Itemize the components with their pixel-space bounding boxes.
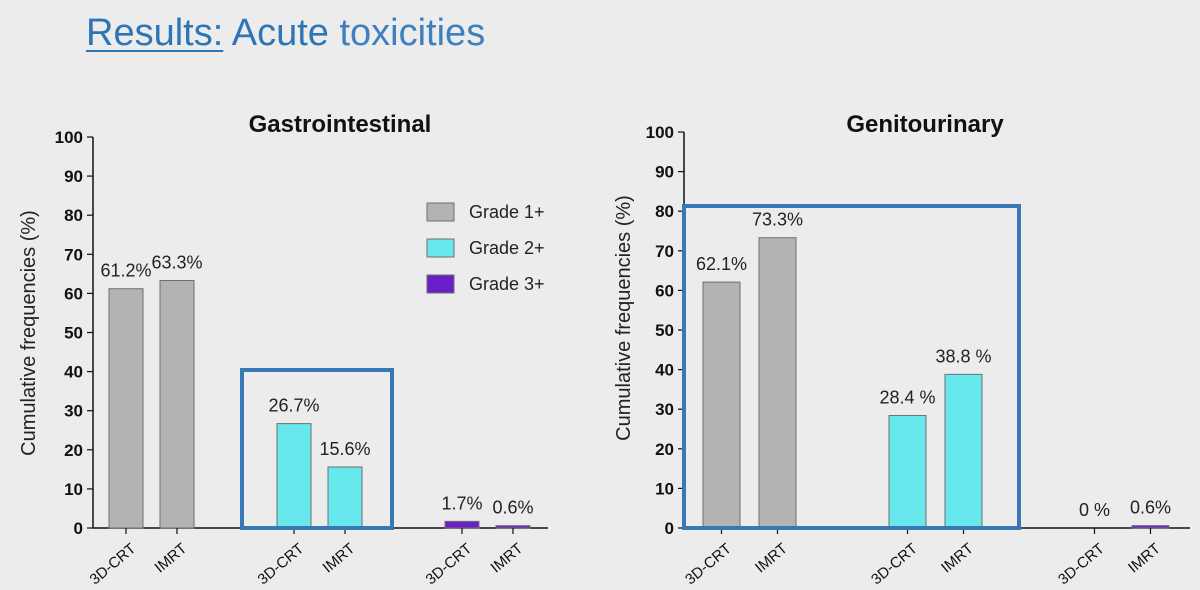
gi-y-tick-label: 10 — [64, 480, 83, 499]
gi-category-label: 3D-CRT — [86, 540, 139, 588]
gu-highlight-box — [682, 204, 1021, 530]
title-part-toxicities: toxicities — [339, 12, 486, 54]
legend-label: Grade 1+ — [469, 202, 545, 222]
gu-data-label: 0 % — [1079, 500, 1110, 520]
gu-data-label: 38.8 % — [935, 346, 991, 366]
gi-bar — [159, 279, 195, 529]
gu-y-tick-label: 50 — [655, 321, 674, 340]
legend-label: Grade 2+ — [469, 238, 545, 258]
legend-swatch — [426, 202, 455, 222]
gi-category-label: IMRT — [152, 540, 191, 576]
gi-y-tick-label: 90 — [64, 167, 83, 186]
gu-bar — [1131, 525, 1170, 529]
gu-y-tick-label: 60 — [655, 281, 674, 300]
gu-bar — [702, 281, 741, 529]
title-part-results: Results: — [86, 12, 224, 54]
gu-category-label: IMRT — [1125, 540, 1164, 576]
title-part-acute: Acute — [231, 12, 329, 54]
gu-chart-title: Genitourinary — [846, 111, 1004, 138]
gi-y-tick-label: 40 — [64, 363, 83, 382]
gi-y-tick-label: 60 — [64, 284, 83, 303]
gu-bar — [758, 237, 797, 529]
gu-bar — [888, 415, 927, 529]
gu-category-label: 3D-CRT — [1055, 540, 1108, 588]
gu-y-tick-label: 90 — [655, 163, 674, 182]
gu-data-label: 73.3% — [752, 210, 803, 230]
gu-y-tick-label: 30 — [655, 400, 674, 419]
gu-category-label: IMRT — [752, 540, 791, 576]
gu-y-tick-label: 80 — [655, 202, 674, 221]
gi-bar — [327, 466, 363, 529]
gu-data-label: 28.4 % — [879, 388, 935, 408]
gu-y-axis-label: Cumulative frequencies (%) — [613, 195, 635, 441]
gi-chart-title: Gastrointestinal — [249, 111, 432, 138]
gu-category-label: 3D-CRT — [868, 540, 921, 588]
gi-y-tick-label: 100 — [55, 128, 83, 147]
gu-category-label: 3D-CRT — [682, 540, 735, 588]
gi-category-label: 3D-CRT — [254, 540, 307, 588]
gi-y-tick-label: 20 — [64, 441, 83, 460]
gi-y-tick-label: 0 — [74, 519, 83, 538]
gi-bar — [276, 423, 312, 529]
gu-y-tick-label: 100 — [646, 123, 674, 142]
gu-y-tick-label: 10 — [655, 479, 674, 498]
gi-y-tick-label: 70 — [64, 245, 83, 264]
gi-y-axis-label: Cumulative frequencies (%) — [18, 210, 40, 456]
gi-data-label: 63.3% — [151, 252, 202, 272]
gi-category-label: IMRT — [488, 540, 527, 576]
gi-highlight-box — [240, 368, 394, 530]
gu-data-label: 0.6% — [1130, 498, 1171, 518]
gi-bar — [444, 520, 480, 529]
legend-swatch — [426, 274, 455, 294]
gi-bar — [495, 525, 531, 529]
gu-bar — [944, 373, 983, 529]
gi-category-label: IMRT — [320, 540, 359, 576]
gi-y-tick-label: 30 — [64, 402, 83, 421]
legend-swatch — [426, 238, 455, 258]
gu-y-tick-label: 40 — [655, 361, 674, 380]
gu-data-label: 62.1% — [696, 254, 747, 274]
gu-y-tick-label: 20 — [655, 440, 674, 459]
gi-bar — [108, 288, 144, 529]
gi-data-label: 26.7% — [268, 396, 319, 416]
gi-category-label: 3D-CRT — [422, 540, 475, 588]
gi-y-tick-label: 80 — [64, 206, 83, 225]
gu-y-tick-label: 70 — [655, 242, 674, 261]
gu-y-tick-label: 0 — [665, 519, 674, 538]
slide-title: Results: Acute toxicities — [86, 12, 485, 55]
gi-data-label: 0.6% — [492, 498, 533, 518]
gi-data-label: 15.6% — [319, 439, 370, 459]
gi-y-tick-label: 50 — [64, 324, 83, 343]
gi-data-label: 61.2% — [100, 261, 151, 281]
gu-category-label: IMRT — [938, 540, 977, 576]
gi-data-label: 1.7% — [441, 493, 482, 513]
legend-label: Grade 3+ — [469, 274, 545, 294]
